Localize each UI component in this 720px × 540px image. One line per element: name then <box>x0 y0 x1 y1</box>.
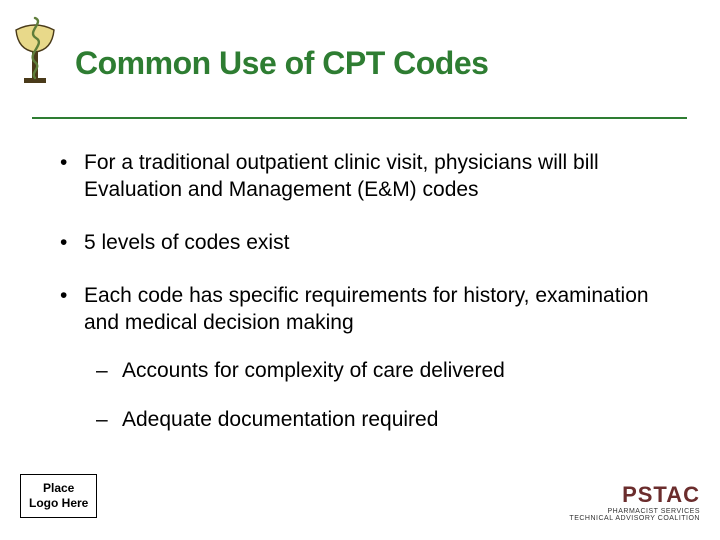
bullet-level-1: •5 levels of codes exist <box>60 230 665 257</box>
logo-placeholder-line1: Place <box>29 481 88 496</box>
bullet-text: Accounts for complexity of care delivere… <box>122 358 505 385</box>
bowl-of-hygieia-icon <box>10 12 60 92</box>
bullet-marker: • <box>60 230 84 257</box>
footer-tagline-1: PHARMACIST SERVICES <box>569 508 700 515</box>
bullet-marker: – <box>96 407 122 434</box>
bullet-marker: • <box>60 283 84 337</box>
bullet-text: 5 levels of codes exist <box>84 230 289 257</box>
bullet-level-2: –Accounts for complexity of care deliver… <box>96 358 665 385</box>
bullet-text: Each code has specific requirements for … <box>84 283 665 337</box>
bullet-text: For a traditional outpatient clinic visi… <box>84 150 665 204</box>
bullet-text: Adequate documentation required <box>122 407 438 434</box>
slide: Common Use of CPT Codes •For a tradition… <box>0 0 720 540</box>
logo-placeholder-line2: Logo Here <box>29 496 88 511</box>
title-underline <box>32 117 687 119</box>
footer-brand-logo: PSTAC PHARMACIST SERVICES TECHNICAL ADVI… <box>569 482 700 522</box>
bullet-level-2: –Adequate documentation required <box>96 407 665 434</box>
bullet-marker: • <box>60 150 84 204</box>
bullet-level-1: •For a traditional outpatient clinic vis… <box>60 150 665 204</box>
slide-title: Common Use of CPT Codes <box>75 45 488 82</box>
footer-brand-text: PSTAC <box>569 482 700 508</box>
footer-tagline-2: TECHNICAL ADVISORY COALITION <box>569 515 700 522</box>
bullet-level-1: •Each code has specific requirements for… <box>60 283 665 337</box>
logo-placeholder: Place Logo Here <box>20 474 97 518</box>
bullet-list: •For a traditional outpatient clinic vis… <box>60 150 665 434</box>
bullet-marker: – <box>96 358 122 385</box>
